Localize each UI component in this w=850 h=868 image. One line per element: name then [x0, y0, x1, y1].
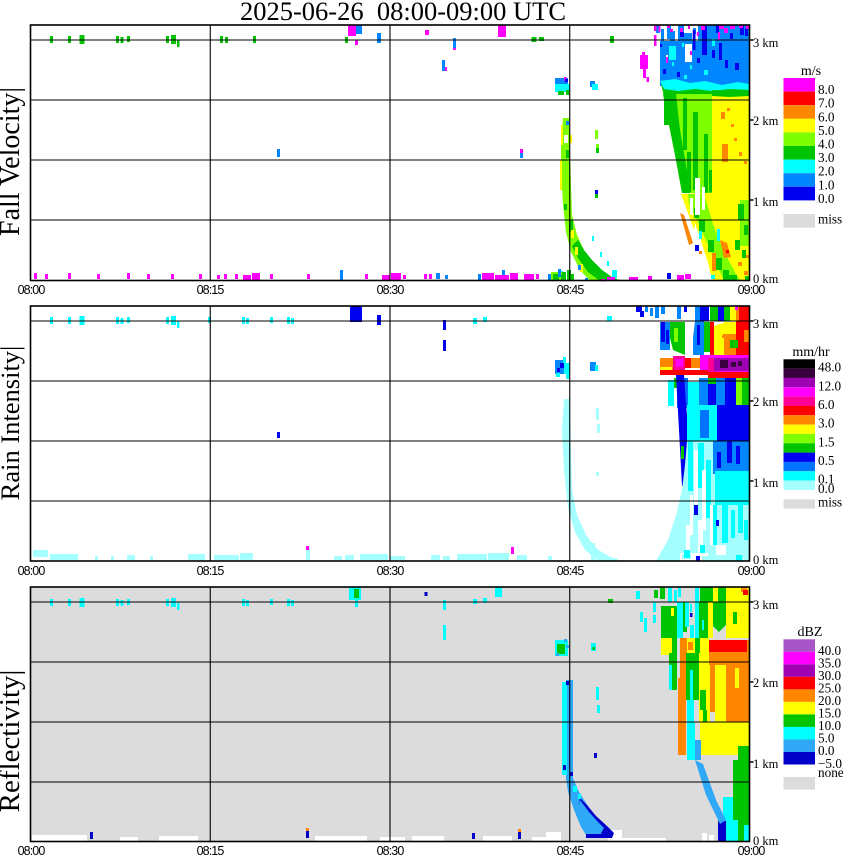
svg-text:09:00: 09:00	[738, 564, 766, 578]
svg-text:35.0: 35.0	[818, 656, 841, 671]
svg-text:08:45: 08:45	[557, 564, 585, 578]
svg-text:48.0: 48.0	[818, 360, 841, 375]
svg-text:0 km: 0 km	[753, 272, 779, 286]
svg-text:1 km: 1 km	[753, 476, 779, 490]
svg-text:2 km: 2 km	[753, 395, 779, 409]
svg-text:mm/hr: mm/hr	[792, 345, 830, 360]
svg-text:1 km: 1 km	[753, 757, 779, 771]
svg-text:miss: miss	[818, 495, 842, 510]
svg-text:2025-06-26 08:00-09:00 UTC: 2025-06-26 08:00-09:00 UTC	[240, 0, 566, 26]
svg-text:4.0: 4.0	[818, 137, 835, 152]
svg-text:3 km: 3 km	[753, 598, 779, 612]
svg-text:m/s: m/s	[801, 64, 821, 79]
svg-text:7.0: 7.0	[818, 96, 835, 111]
svg-text:08:15: 08:15	[197, 283, 225, 297]
svg-text:0.0: 0.0	[818, 481, 835, 496]
svg-text:08:30: 08:30	[377, 844, 405, 858]
svg-text:09:00: 09:00	[738, 283, 766, 297]
svg-text:08:30: 08:30	[377, 564, 405, 578]
svg-text:3 km: 3 km	[753, 36, 779, 50]
svg-text:3.0: 3.0	[818, 150, 835, 165]
svg-text:3 km: 3 km	[753, 317, 779, 331]
svg-text:−5.0: −5.0	[818, 756, 842, 771]
svg-text:12.0: 12.0	[818, 378, 841, 393]
svg-text:0.0: 0.0	[818, 743, 835, 758]
svg-text:2 km: 2 km	[753, 114, 779, 128]
svg-text:20.0: 20.0	[818, 693, 841, 708]
svg-text:3.0: 3.0	[818, 416, 835, 431]
svg-text:dBZ: dBZ	[798, 625, 823, 640]
svg-text:1 km: 1 km	[753, 195, 779, 209]
svg-text:15.0: 15.0	[818, 706, 841, 721]
svg-text:08:00: 08:00	[18, 564, 46, 578]
svg-text:5.0: 5.0	[818, 123, 835, 138]
svg-text:0.5: 0.5	[818, 453, 835, 468]
svg-text:08:45: 08:45	[557, 283, 585, 297]
svg-text:8.0: 8.0	[818, 82, 835, 97]
svg-text:1.0: 1.0	[818, 177, 835, 192]
svg-text:08:00: 08:00	[18, 283, 46, 297]
svg-text:miss: miss	[818, 212, 842, 227]
svg-text:6.0: 6.0	[818, 397, 835, 412]
svg-text:2 km: 2 km	[753, 676, 779, 690]
svg-text:0 km: 0 km	[753, 553, 779, 567]
svg-text:30.0: 30.0	[818, 668, 841, 683]
svg-text:08:15: 08:15	[197, 844, 225, 858]
svg-text:0.0: 0.0	[818, 191, 835, 206]
svg-text:10.0: 10.0	[818, 718, 841, 733]
svg-text:Reflectivity|: Reflectivity|	[0, 670, 26, 813]
svg-text:Fall Velocity|: Fall Velocity|	[0, 87, 26, 236]
svg-text:5.0: 5.0	[818, 731, 835, 746]
svg-text:0.1: 0.1	[818, 472, 834, 487]
svg-text:08:30: 08:30	[377, 283, 405, 297]
svg-text:Rain Intensity|: Rain Intensity|	[0, 346, 25, 501]
svg-text:40.0: 40.0	[818, 643, 841, 658]
svg-text:2.0: 2.0	[818, 164, 835, 179]
svg-text:none: none	[818, 765, 844, 780]
svg-text:08:45: 08:45	[557, 844, 585, 858]
svg-text:25.0: 25.0	[818, 681, 841, 696]
svg-text:0 km: 0 km	[753, 834, 779, 848]
svg-text:08:15: 08:15	[197, 564, 225, 578]
svg-text:08:00: 08:00	[18, 844, 46, 858]
svg-text:6.0: 6.0	[818, 109, 835, 124]
svg-text:09:00: 09:00	[738, 844, 766, 858]
svg-text:1.5: 1.5	[818, 434, 835, 449]
